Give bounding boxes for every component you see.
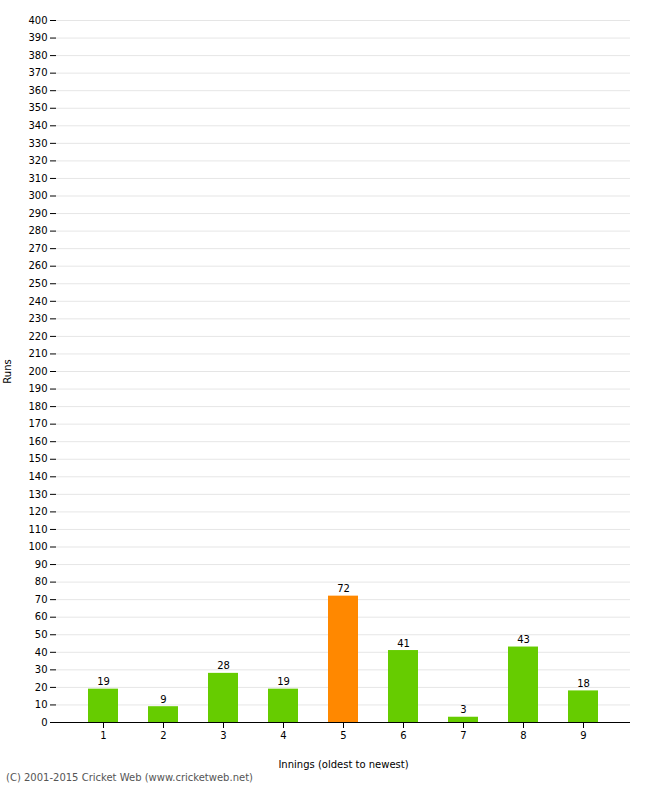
svg-text:10: 10 — [35, 699, 48, 710]
svg-text:2: 2 — [160, 730, 166, 741]
svg-text:3: 3 — [460, 704, 466, 715]
html-text:(C) 2001-2015 Cricket Web (www: (C) 2001-2015 Cricket Web (www.cricketwe… — [6, 772, 253, 783]
svg-text:5: 5 — [340, 730, 346, 741]
svg-text:8: 8 — [520, 730, 526, 741]
svg-text:350: 350 — [28, 102, 47, 113]
svg-text:30: 30 — [35, 664, 48, 675]
svg-text:260: 260 — [28, 260, 47, 271]
svg-text:360: 360 — [28, 85, 47, 96]
svg-text:120: 120 — [28, 506, 47, 517]
svg-text:100: 100 — [28, 541, 47, 552]
svg-text:4: 4 — [280, 730, 286, 741]
svg-text:160: 160 — [28, 436, 47, 447]
svg-text:290: 290 — [28, 208, 47, 219]
svg-text:280: 280 — [28, 225, 47, 236]
svg-text:90: 90 — [35, 559, 48, 570]
svg-text:9: 9 — [160, 694, 166, 705]
svg-text:380: 380 — [28, 50, 47, 61]
svg-text:330: 330 — [28, 138, 47, 149]
svg-text:18: 18 — [577, 678, 590, 689]
svg-text:50: 50 — [35, 629, 48, 640]
svg-text:150: 150 — [28, 453, 47, 464]
svg-text:6: 6 — [400, 730, 406, 741]
svg-text:300: 300 — [28, 190, 47, 201]
svg-text:210: 210 — [28, 348, 47, 359]
svg-text:3: 3 — [220, 730, 226, 741]
svg-text:19: 19 — [97, 676, 110, 687]
svg-text:270: 270 — [28, 243, 47, 254]
svg-text:43: 43 — [517, 634, 530, 645]
svg-text:110: 110 — [28, 524, 47, 535]
svg-text:200: 200 — [28, 366, 47, 377]
svg-text:170: 170 — [28, 418, 47, 429]
svg-text:28: 28 — [217, 660, 230, 671]
svg-text:70: 70 — [35, 594, 48, 605]
svg-text:80: 80 — [35, 576, 48, 587]
svg-text:130: 130 — [28, 489, 47, 500]
svg-text:230: 230 — [28, 313, 47, 324]
svg-text:7: 7 — [460, 730, 466, 741]
svg-text:9: 9 — [580, 730, 586, 741]
svg-text:Innings (oldest to newest): Innings (oldest to newest) — [278, 759, 408, 770]
svg-text:320: 320 — [28, 155, 47, 166]
svg-text:1: 1 — [100, 730, 106, 741]
svg-text:190: 190 — [28, 383, 47, 394]
svg-text:340: 340 — [28, 120, 47, 131]
svg-text:180: 180 — [28, 401, 47, 412]
svg-text:72: 72 — [337, 583, 350, 594]
svg-text:41: 41 — [397, 638, 410, 649]
svg-text:250: 250 — [28, 278, 47, 289]
svg-text:20: 20 — [35, 682, 48, 693]
svg-text:310: 310 — [28, 173, 47, 184]
svg-text:60: 60 — [35, 611, 48, 622]
svg-text:0: 0 — [41, 717, 47, 728]
svg-text:Runs: Runs — [2, 359, 13, 383]
svg-text:370: 370 — [28, 67, 47, 78]
svg-text:140: 140 — [28, 471, 47, 482]
svg-text:400: 400 — [28, 15, 47, 26]
svg-text:220: 220 — [28, 331, 47, 342]
svg-text:240: 240 — [28, 296, 47, 307]
svg-text:40: 40 — [35, 647, 48, 658]
svg-text:390: 390 — [28, 32, 47, 43]
svg-text:19: 19 — [277, 676, 290, 687]
